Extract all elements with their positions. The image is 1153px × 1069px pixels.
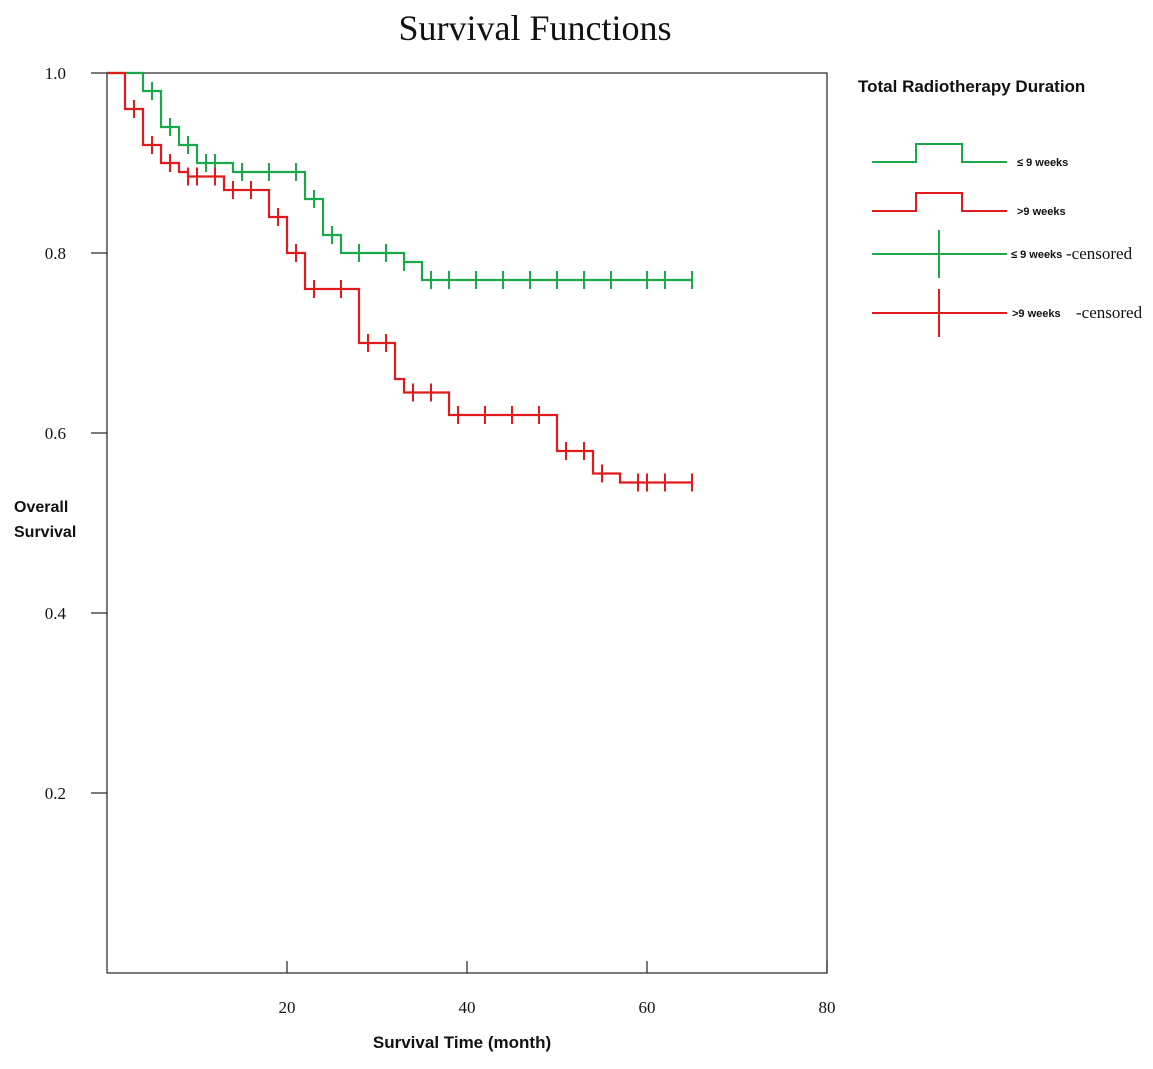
legend-entry: >9 weeks -censored [872, 289, 1143, 337]
legend-suffix: -censored [1076, 303, 1143, 322]
legend-step-swatch [872, 143, 1007, 163]
chart-title: Survival Functions [398, 8, 671, 48]
series-gt-9-weeks [107, 71, 693, 492]
legend-label: >9 weeks [1017, 206, 1066, 218]
legend-entries: ≤ 9 weeks>9 weeks≤ 9 weeks -censored>9 we… [872, 143, 1143, 337]
x-axis: 20 40 60 80 [279, 961, 836, 1017]
legend-step-swatch [872, 192, 1007, 212]
legend-label: ≤ 9 weeks [1011, 249, 1062, 261]
legend-title: Total Radiotherapy Duration [858, 77, 1085, 96]
y-axis: 0.2 0.4 0.6 0.8 1.0 [45, 64, 107, 803]
plot-frame [106, 72, 828, 974]
legend: Total Radiotherapy Duration ≤ 9 weeks >9 … [858, 77, 1143, 337]
series-layer [107, 71, 693, 492]
x-tick-label: 80 [819, 998, 836, 1017]
y-axis-label: Overall Survival [14, 499, 76, 541]
legend-suffix: -censored [1066, 244, 1133, 263]
y-axis-label-line-1: Overall [14, 499, 68, 516]
legend-label: >9 weeks [1012, 308, 1061, 320]
x-tick-label: 20 [279, 998, 296, 1017]
y-tick-label: 0.2 [45, 784, 66, 803]
y-tick-label: 0.8 [45, 244, 66, 263]
series-line-gt-9-weeks [107, 71, 692, 484]
legend-label: ≤ 9 weeks [1017, 157, 1068, 169]
series-le-9-weeks [107, 71, 693, 289]
legend-entry: ≤ 9 weeks [872, 143, 1068, 169]
x-tick-label: 60 [639, 998, 656, 1017]
y-tick-label: 1.0 [45, 64, 66, 83]
y-axis-label-line-2: Survival [14, 524, 76, 541]
legend-entry: >9 weeks [872, 192, 1066, 218]
legend-entry: ≤ 9 weeks -censored [872, 230, 1133, 278]
y-tick-label: 0.4 [45, 604, 67, 623]
x-axis-label: Survival Time (month) [373, 1033, 551, 1052]
y-tick-label: 0.6 [45, 424, 66, 443]
x-tick-label: 40 [459, 998, 476, 1017]
